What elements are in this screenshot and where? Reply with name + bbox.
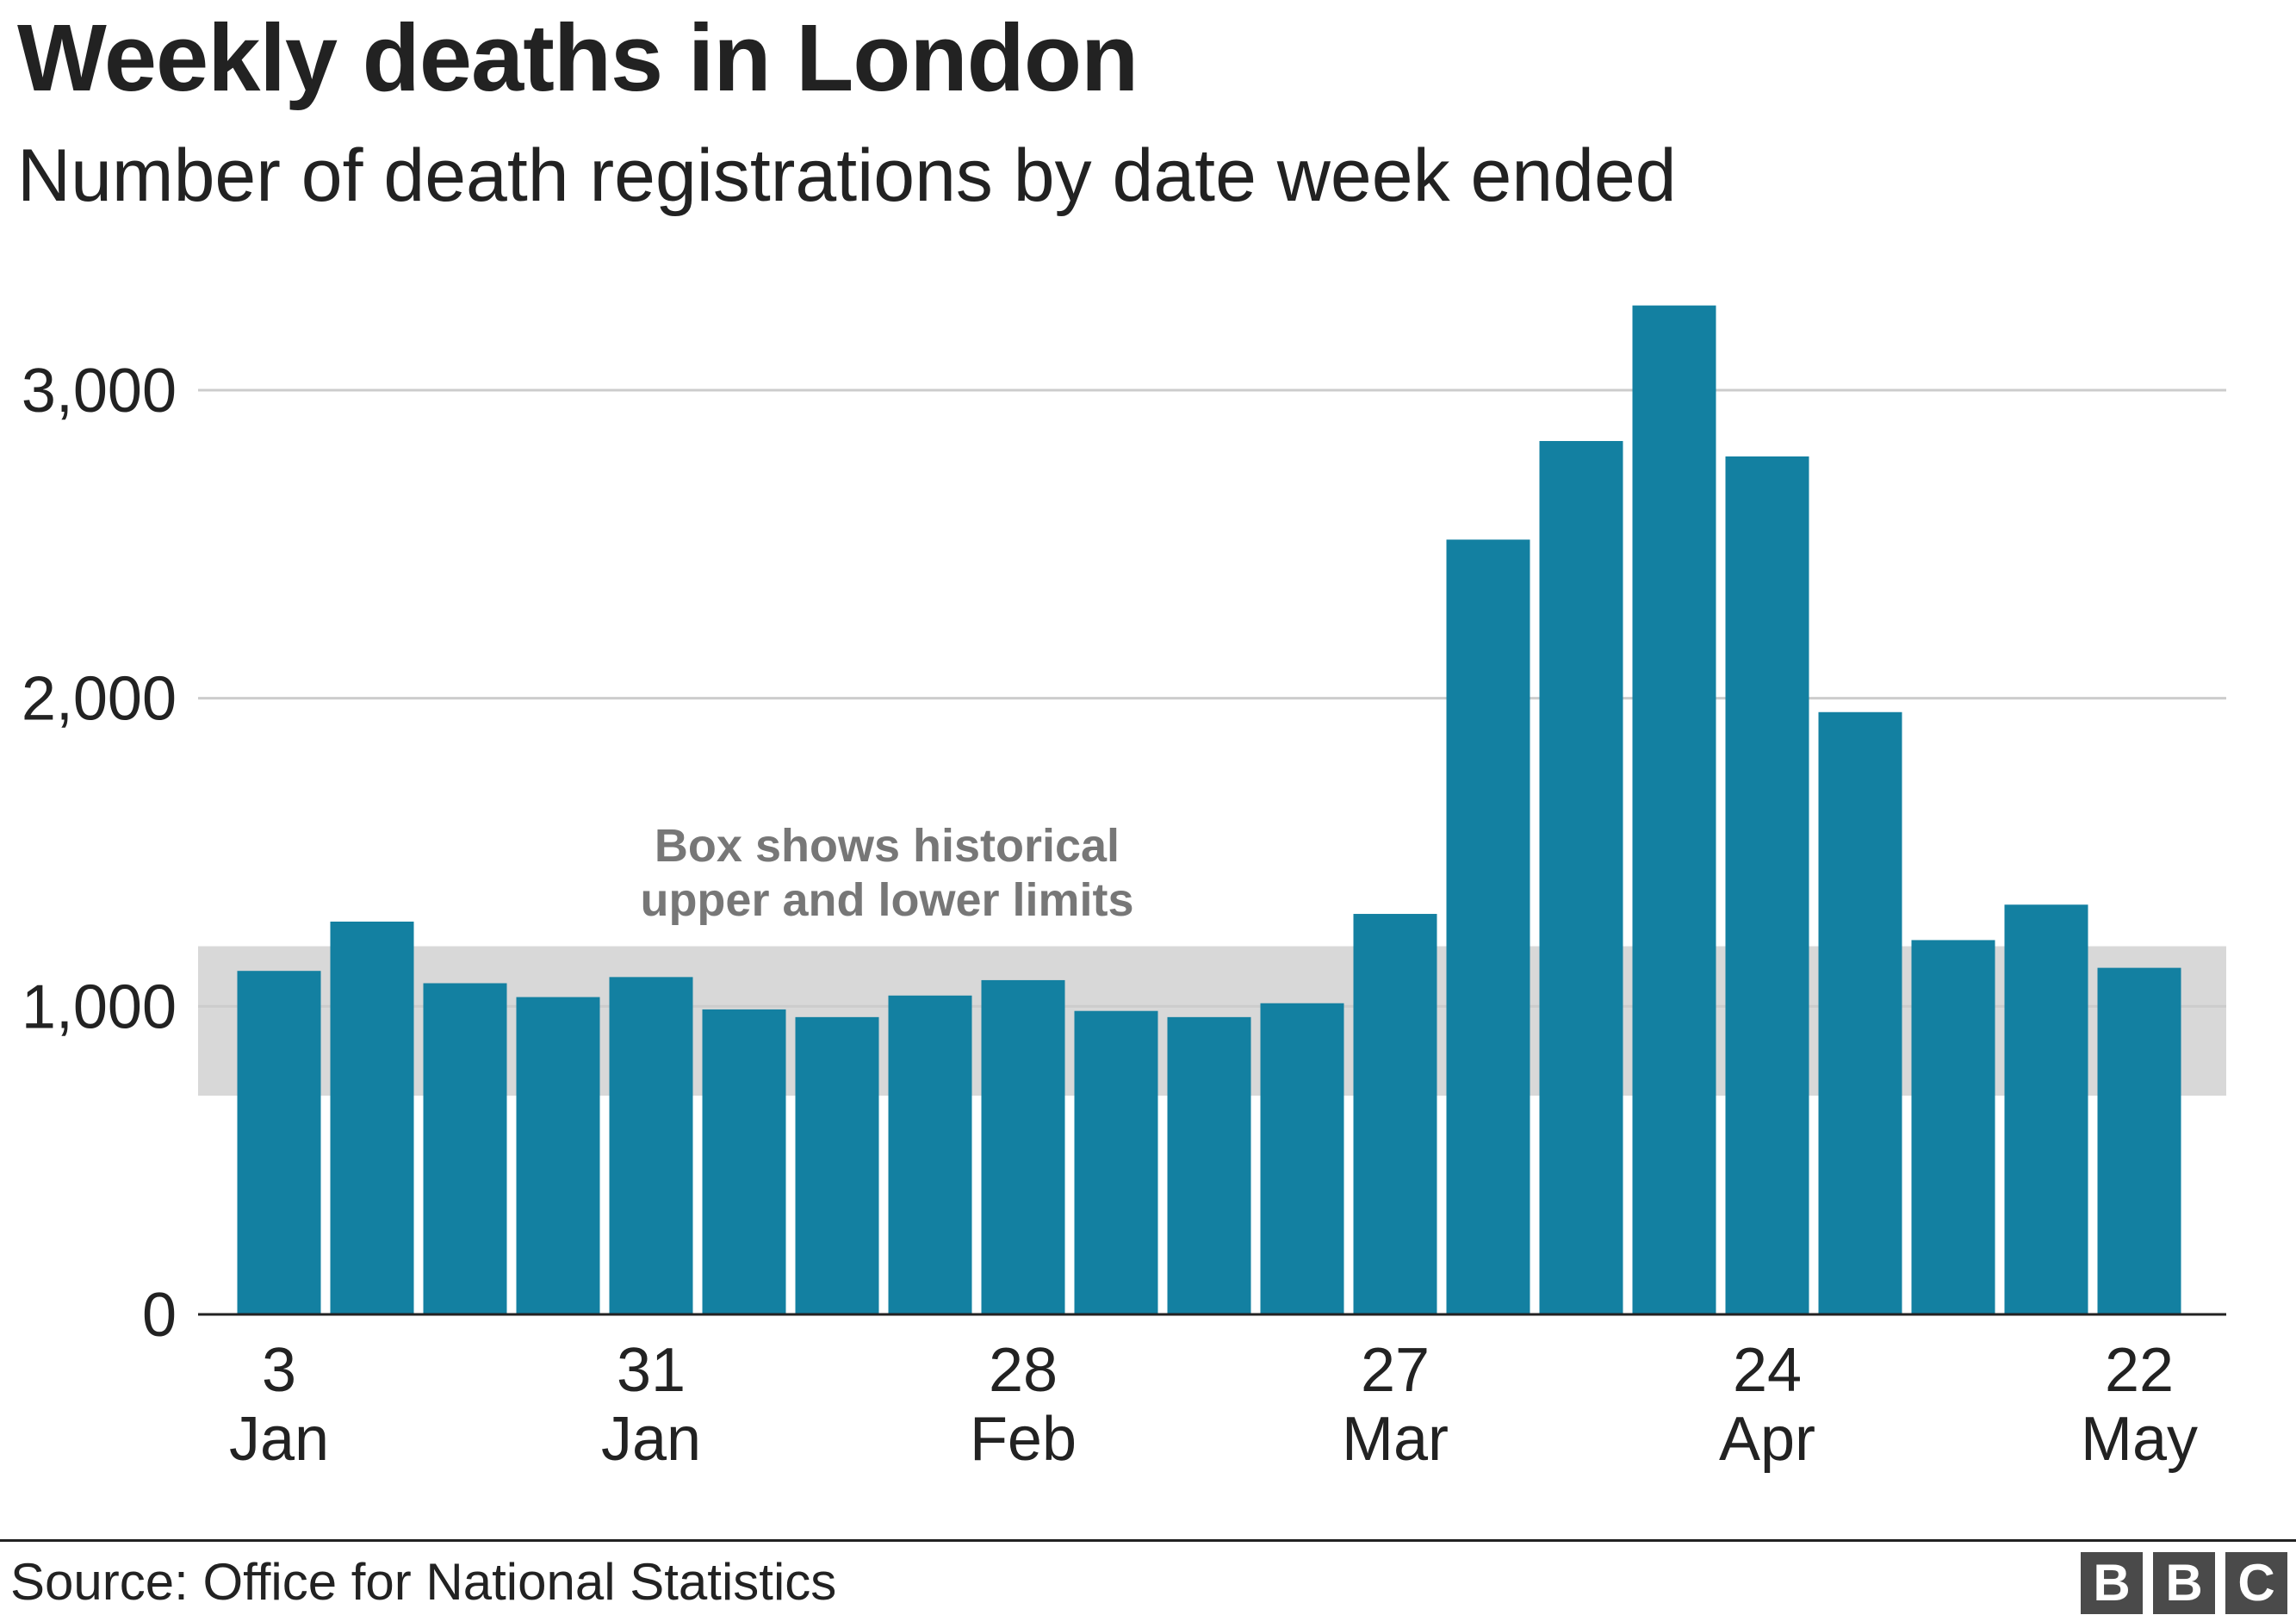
bbc-logo: B B C bbox=[2081, 1552, 2287, 1614]
bar bbox=[1167, 1016, 1251, 1314]
bar bbox=[609, 977, 693, 1314]
y-tick-label: 2,000 bbox=[22, 665, 177, 734]
gridlines bbox=[198, 388, 2226, 1008]
x-tick-label-month: Feb bbox=[970, 1405, 1077, 1474]
x-tick-label-month: Apr bbox=[1719, 1405, 1815, 1474]
source-divider bbox=[0, 1539, 2296, 1542]
bar bbox=[1632, 305, 1716, 1315]
bar bbox=[702, 1009, 786, 1314]
bar bbox=[1911, 940, 1995, 1314]
bar bbox=[981, 979, 1065, 1314]
x-tick-label-month: May bbox=[2081, 1405, 2198, 1474]
bar bbox=[1074, 1010, 1158, 1314]
y-tick-label: 0 bbox=[142, 1281, 177, 1350]
bar bbox=[2097, 967, 2181, 1314]
bar bbox=[888, 995, 972, 1314]
bar bbox=[1353, 914, 1437, 1314]
x-tick-label-day: 27 bbox=[1361, 1336, 1430, 1405]
bar bbox=[237, 971, 321, 1314]
source-text: Source: Office for National Statistics bbox=[10, 1553, 837, 1611]
annotation-line-2: upper and lower limits bbox=[640, 874, 1133, 926]
bbc-logo-letter-c: C bbox=[2225, 1552, 2287, 1614]
bar bbox=[1818, 711, 1902, 1314]
bar bbox=[330, 921, 414, 1314]
bar bbox=[1446, 539, 1530, 1314]
x-tick-label-day: 22 bbox=[2105, 1336, 2174, 1405]
y-tick-label: 3,000 bbox=[22, 357, 177, 425]
bar bbox=[1539, 441, 1623, 1314]
bbc-logo-letter-b2: B bbox=[2153, 1552, 2215, 1614]
annotation: Box shows historical upper and lower lim… bbox=[640, 820, 1133, 926]
x-tick-label-day: 28 bbox=[989, 1336, 1058, 1405]
bar bbox=[516, 997, 600, 1314]
y-axis-ticks: 0 1,000 2,000 3,000 bbox=[22, 357, 177, 1350]
x-tick-label-day: 24 bbox=[1733, 1336, 1802, 1405]
x-tick-label-day: 31 bbox=[617, 1336, 686, 1405]
bars bbox=[237, 305, 2181, 1315]
x-tick-label-day: 3 bbox=[262, 1336, 296, 1405]
x-tick-label-month: Mar bbox=[1342, 1405, 1449, 1474]
bar bbox=[1260, 1003, 1344, 1314]
bbc-logo-letter-b1: B bbox=[2081, 1552, 2143, 1614]
x-tick-label-month: Jan bbox=[229, 1405, 329, 1474]
bar bbox=[2004, 904, 2088, 1314]
bar bbox=[423, 983, 507, 1314]
x-tick-label-month: Jan bbox=[601, 1405, 701, 1474]
bar bbox=[795, 1016, 879, 1314]
annotation-line-1: Box shows historical bbox=[655, 820, 1120, 872]
chart-subtitle: Number of death registrations by date we… bbox=[17, 134, 1677, 217]
chart-title: Weekly deaths in London bbox=[17, 5, 1139, 111]
bar bbox=[1725, 456, 1809, 1314]
y-tick-label: 1,000 bbox=[22, 972, 177, 1041]
